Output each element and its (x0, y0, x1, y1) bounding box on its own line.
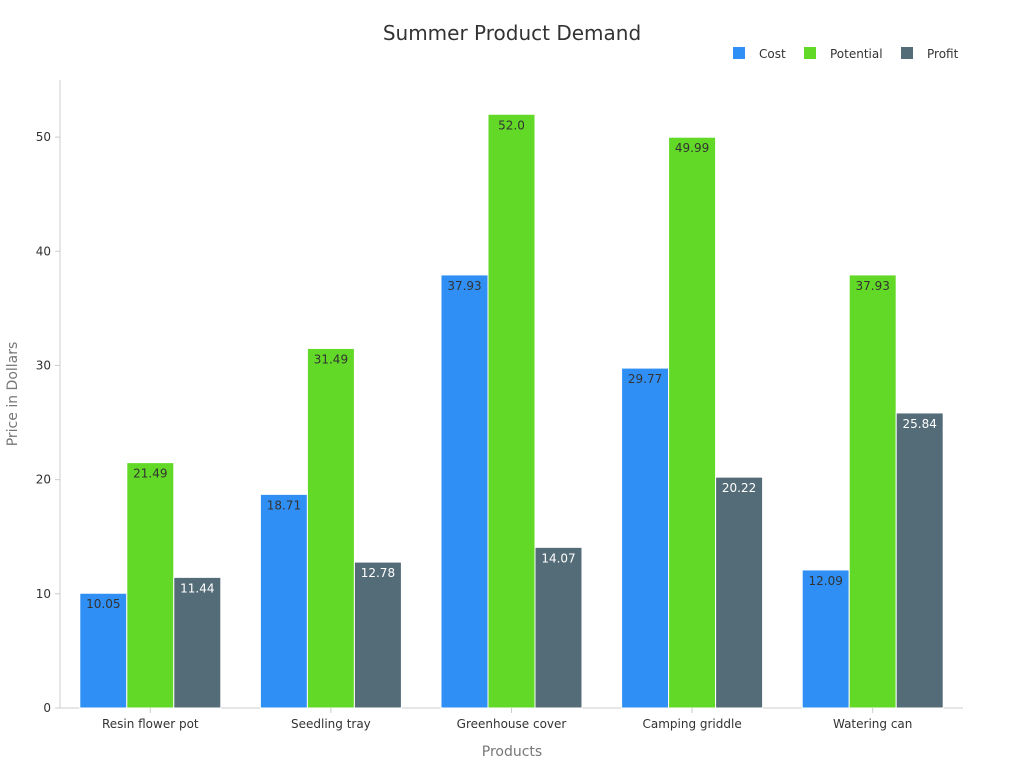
y-tick-label: 0 (43, 701, 51, 715)
bar-potential (487, 113, 536, 709)
data-label: 37.93 (856, 279, 890, 293)
data-label: 11.44 (180, 581, 214, 595)
x-tick-label: Watering can (833, 717, 912, 731)
legend: Cost Potential Profit (733, 47, 959, 61)
x-tick-label: Resin flower pot (102, 717, 199, 731)
plot-area: 0 10 20 30 40 50 10.05 21.49 11.44 Resin flower p… (36, 80, 963, 731)
legend-swatch-potential (804, 47, 816, 59)
legend-label-profit: Profit (927, 47, 959, 61)
bar-profit (895, 412, 944, 709)
legend-label-potential: Potential (830, 47, 883, 61)
y-tick-label: 30 (36, 358, 51, 372)
data-label: 12.09 (809, 574, 843, 588)
data-label: 31.49 (314, 352, 348, 366)
data-label: 25.84 (903, 417, 937, 431)
data-label: 10.05 (86, 597, 120, 611)
data-label: 14.07 (541, 551, 575, 565)
chart-title: Summer Product Demand (383, 21, 641, 45)
x-tick-label: Greenhouse cover (457, 717, 567, 731)
data-label: 18.71 (267, 498, 301, 512)
bar-cost (79, 592, 128, 709)
y-tick-label: 20 (36, 473, 51, 487)
y-tick-label: 50 (36, 130, 51, 144)
data-label: 52.0 (498, 118, 525, 132)
bar-potential (126, 462, 175, 709)
data-label: 37.93 (447, 279, 481, 293)
x-tick-label: Camping griddle (642, 717, 741, 731)
data-label: 21.49 (133, 467, 167, 481)
data-label: 49.99 (675, 141, 709, 155)
y-tick-label: 40 (36, 244, 51, 258)
legend-swatch-profit (901, 47, 913, 59)
bar-potential (668, 136, 717, 709)
bar-profit (353, 561, 402, 709)
legend-swatch-cost (733, 47, 745, 59)
bar-cost (621, 367, 670, 709)
bar-profit (173, 576, 222, 709)
bar-profit (534, 546, 583, 709)
data-label: 12.78 (361, 566, 395, 580)
bar-cost (801, 569, 850, 709)
legend-label-cost: Cost (759, 47, 786, 61)
data-label: 29.77 (628, 372, 662, 386)
bar-potential (848, 274, 897, 709)
data-label: 20.22 (722, 481, 756, 495)
x-axis-title: Products (482, 744, 542, 760)
bar-profit (715, 476, 764, 709)
bar-cost (440, 274, 489, 709)
x-tick-label: Seedling tray (291, 717, 371, 731)
bar-cost (259, 493, 308, 709)
y-axis-title: Price in Dollars (5, 342, 21, 447)
y-tick-label: 10 (36, 587, 51, 601)
bar-potential (306, 347, 355, 709)
